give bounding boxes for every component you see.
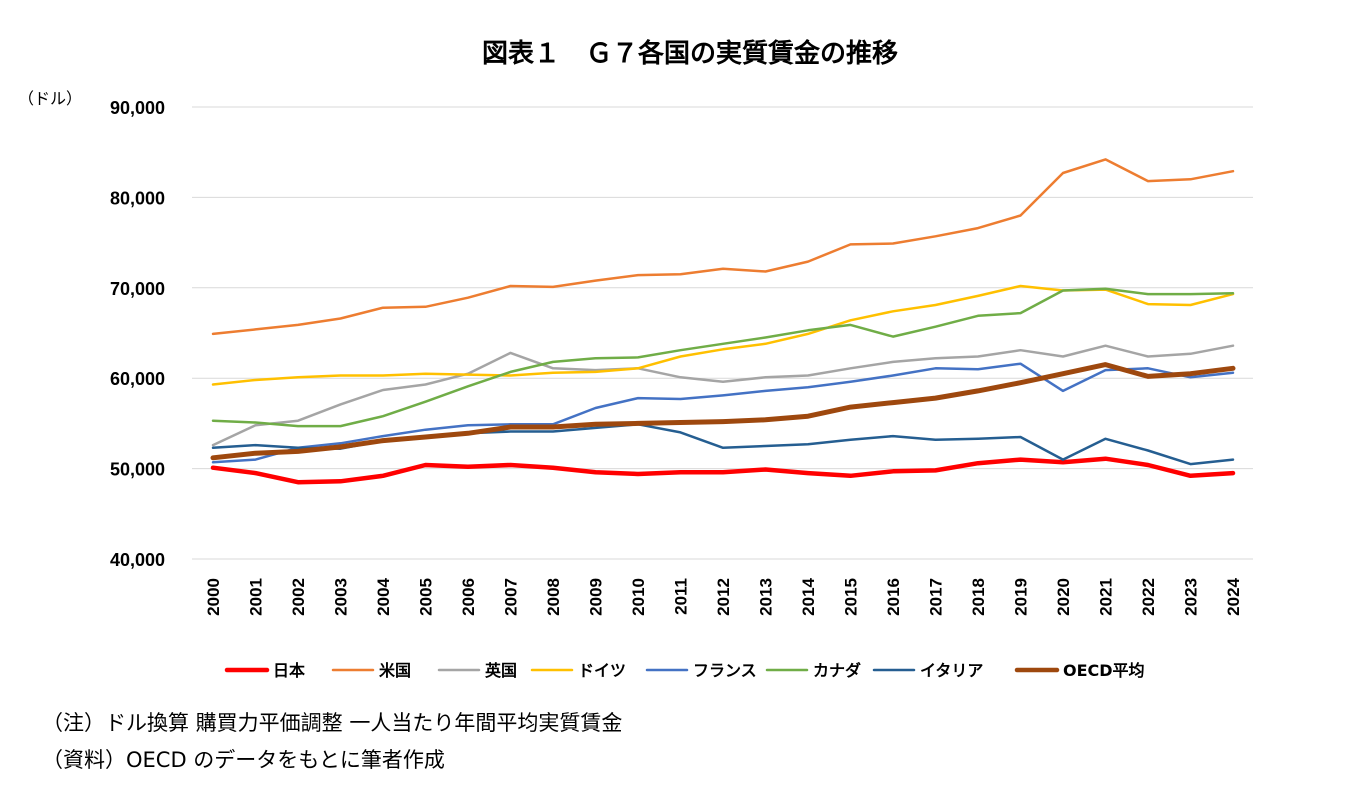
gridlines	[192, 106, 1253, 560]
legend-label: ドイツ	[578, 661, 626, 680]
x-tick-label: 2014	[799, 577, 818, 615]
x-tick-label: 2007	[502, 578, 521, 616]
y-tick-label: 40,000	[110, 550, 165, 570]
x-tick-label: 2022	[1139, 578, 1158, 616]
x-tick-label: 2021	[1097, 578, 1116, 616]
x-tick-label: 2002	[289, 578, 308, 616]
series-line	[211, 287, 1235, 428]
x-tick-label: 2023	[1182, 578, 1201, 616]
x-tick-label: 2024	[1224, 577, 1243, 615]
series-line	[210, 362, 1236, 461]
series-line	[211, 158, 1235, 336]
x-tick-label: 2011	[672, 578, 691, 615]
y-tick-label: 70,000	[110, 279, 165, 299]
legend: 日本 米国 英国 ドイツ フランス カナダ イタリア OECD平均	[224, 661, 1145, 680]
x-tick-label: 2018	[969, 578, 988, 616]
source-text: （資料）OECD のデータをもとに筆者作成	[42, 748, 445, 772]
x-tick-label: 2009	[587, 578, 606, 616]
x-tick-label: 2004	[374, 577, 393, 615]
x-tick-label: 2008	[544, 578, 563, 616]
series-lines	[210, 158, 1236, 485]
chart-title: 図表１ Ｇ７各国の実質賃金の推移	[482, 38, 898, 69]
x-tick-label: 2015	[842, 578, 861, 616]
x-tick-label: 2020	[1054, 578, 1073, 616]
y-axis-tick-labels: 40,000 50,000 60,000 70,000 80,000 90,000	[110, 98, 165, 570]
y-tick-label: 80,000	[110, 188, 165, 208]
y-tick-label: 60,000	[110, 369, 165, 389]
legend-label: OECD平均	[1063, 661, 1145, 680]
y-tick-label: 50,000	[110, 460, 165, 480]
legend-label: カナダ	[813, 661, 861, 680]
x-tick-label: 2016	[884, 578, 903, 616]
y-tick-label: 90,000	[110, 98, 165, 118]
legend-label: 米国	[379, 661, 411, 680]
x-tick-label: 2006	[459, 578, 478, 616]
x-axis-tick-labels: 2000 2001 2002 2003 2004 2005 2006 2007 2008 2009…	[204, 577, 1243, 615]
legend-label: 日本	[273, 661, 305, 680]
x-tick-label: 2003	[332, 578, 351, 616]
x-tick-label: 2013	[757, 578, 776, 616]
x-tick-label: 2017	[927, 578, 946, 616]
x-tick-label: 2010	[629, 578, 648, 616]
series-line	[211, 344, 1235, 447]
x-tick-label: 2005	[417, 578, 436, 616]
series-line	[211, 362, 1235, 464]
series-line	[210, 456, 1236, 485]
x-tick-label: 2000	[204, 578, 223, 616]
x-tick-label: 2001	[247, 578, 266, 616]
legend-label: イタリア	[920, 661, 983, 680]
x-tick-label: 2012	[714, 578, 733, 616]
note-text: （注）ドル換算 購買力平価調整 一人当たり年間平均実質賃金	[42, 711, 622, 735]
y-axis-unit-label: （ドル）	[18, 89, 82, 108]
x-tick-label: 2019	[1012, 578, 1031, 616]
legend-label: 英国	[484, 661, 517, 680]
legend-label: フランス	[693, 661, 757, 680]
